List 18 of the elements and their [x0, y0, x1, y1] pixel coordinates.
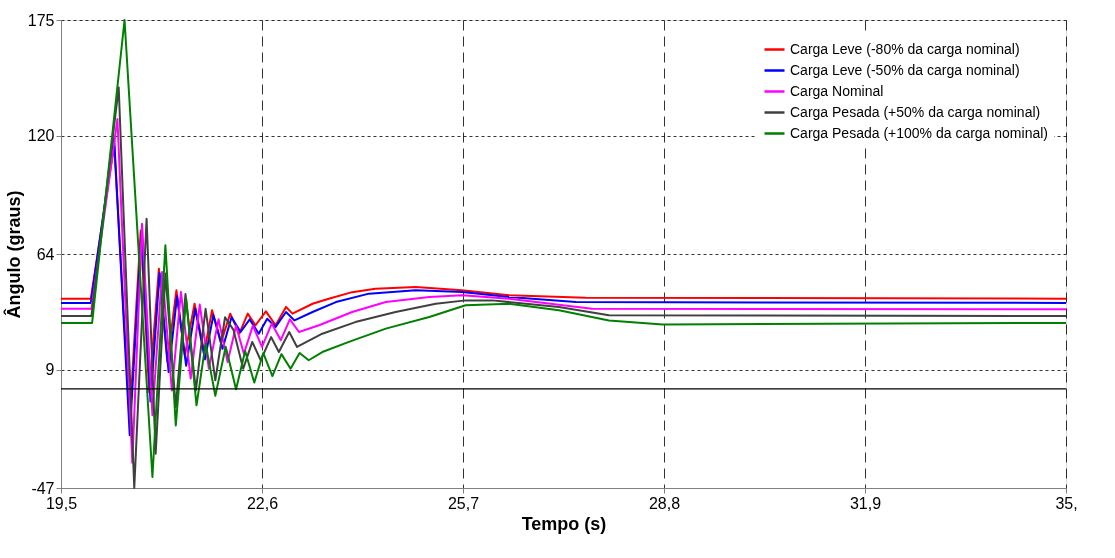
x-tick-label: 19,5: [45, 494, 78, 512]
legend-label: Carga Nominal: [790, 82, 884, 99]
y-tick-label: 9: [45, 361, 55, 379]
legend-label: Carga Pesada (+100% da carga nominal): [790, 124, 1048, 141]
y-tick-label: 175: [27, 11, 55, 29]
y-tick-label: 120: [27, 127, 55, 145]
y-tick-label: -47: [31, 479, 55, 497]
x-tick-label: 35,: [1055, 494, 1078, 512]
legend-label: Carga Leve (-50% da carga nominal): [790, 61, 1020, 78]
x-tick-label: 31,9: [849, 494, 882, 512]
x-tick-label: 22,6: [246, 494, 279, 512]
y-tick-label: 64: [36, 245, 55, 263]
y-axis-title: Ângulo (graus): [2, 190, 24, 319]
legend-label: Carga Leve (-80% da carga nominal): [790, 40, 1020, 57]
x-axis-title: Tempo (s): [521, 513, 607, 534]
legend-label: Carga Pesada (+50% da carga nominal): [790, 103, 1041, 120]
x-tick-label: 25,7: [447, 494, 480, 512]
x-tick-label: 28,8: [648, 494, 681, 512]
